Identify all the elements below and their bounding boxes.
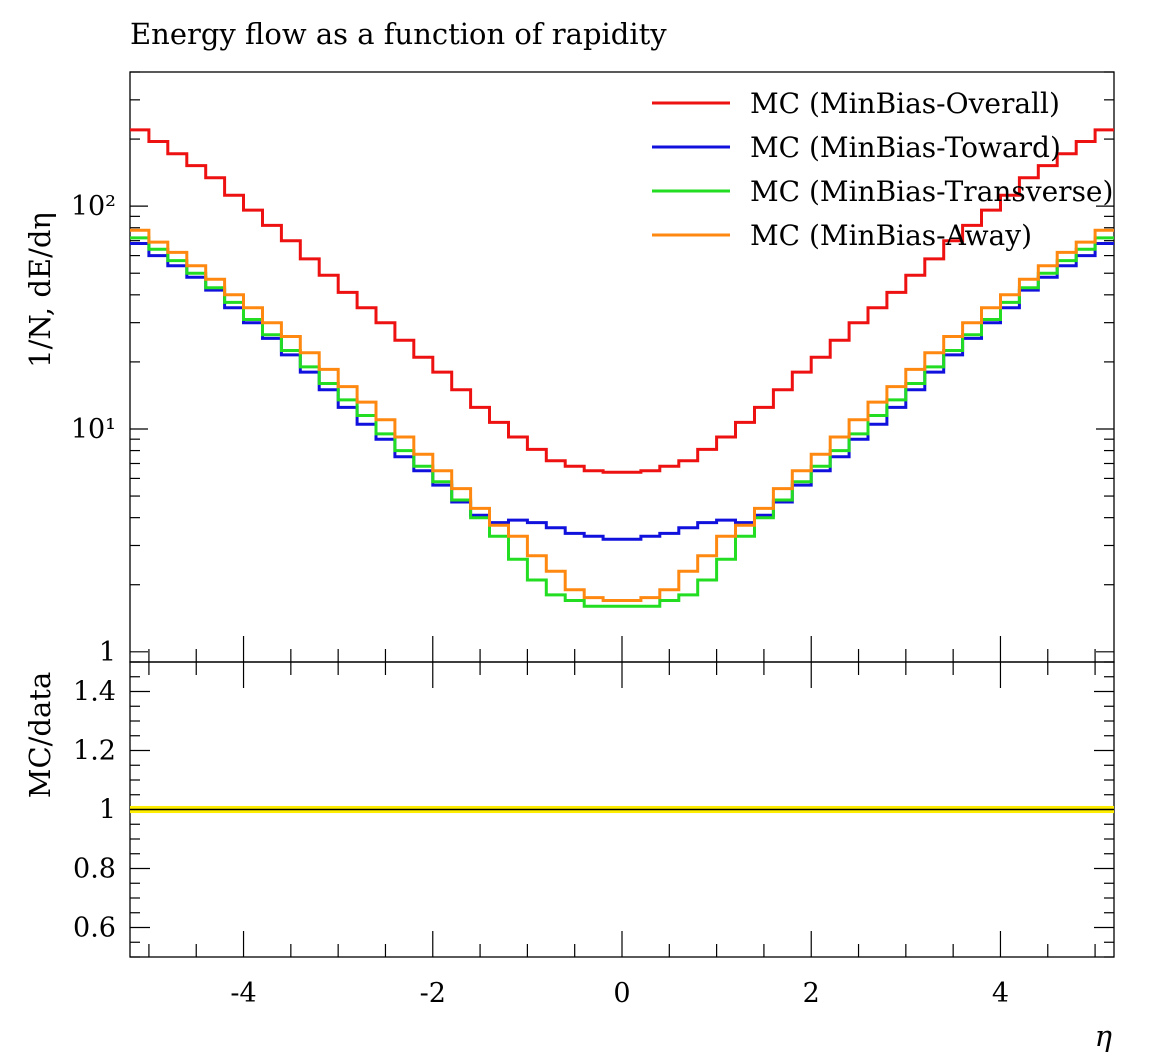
series-line-MC (MinBias-Away): [130, 228, 1114, 602]
series-lines: [130, 128, 1114, 608]
main-y-axis-label-text: 1/N, dE/dη: [23, 212, 57, 368]
chart-title: Energy flow as a function of rapidity: [130, 17, 667, 51]
x-tick-label: -4: [230, 978, 256, 1009]
ratio-y-tick-label: 1.4: [73, 677, 116, 708]
series-line-MC (MinBias-Toward): [130, 242, 1114, 541]
main-y-axis-label: 1/N, dE/dη: [23, 212, 57, 368]
ratio-y-tick-label: 1.2: [73, 736, 116, 767]
legend-label: MC (MinBias-Overall): [750, 87, 1060, 120]
main-y-tick-label: 1: [99, 637, 116, 668]
ratio-y-axis-label-text: MC/data: [23, 672, 57, 798]
ratio-y-tick-label: 0.8: [73, 854, 116, 885]
main-y-tick-label: 10¹: [71, 414, 116, 445]
main-axis-ticks: 1 10¹ 10²: [71, 71, 1114, 668]
ratio-y-tick-label: 0.6: [73, 913, 116, 944]
x-tick-label: 2: [803, 978, 820, 1009]
legend: MC (MinBias-Overall) MC (MinBias-Toward) M…: [652, 87, 1113, 252]
legend-label: MC (MinBias-Transverse): [750, 175, 1113, 208]
series-line-MC (MinBias-Transverse): [130, 236, 1114, 608]
legend-label: MC (MinBias-Toward): [750, 131, 1061, 164]
x-tick-label: 0: [613, 978, 630, 1009]
main-y-tick-label: 10²: [71, 191, 116, 222]
series-line-MC (MinBias-Overall): [130, 128, 1114, 474]
x-tick-label: -2: [420, 978, 446, 1009]
ratio-band: [130, 805, 1114, 814]
x-tick-label: 4: [992, 978, 1009, 1009]
ratio-y-tick-label: 1: [99, 795, 116, 826]
ratio-y-axis-label: MC/data: [23, 672, 57, 798]
legend-label: MC (MinBias-Away): [750, 219, 1032, 252]
x-axis-label: η: [1095, 1019, 1113, 1053]
